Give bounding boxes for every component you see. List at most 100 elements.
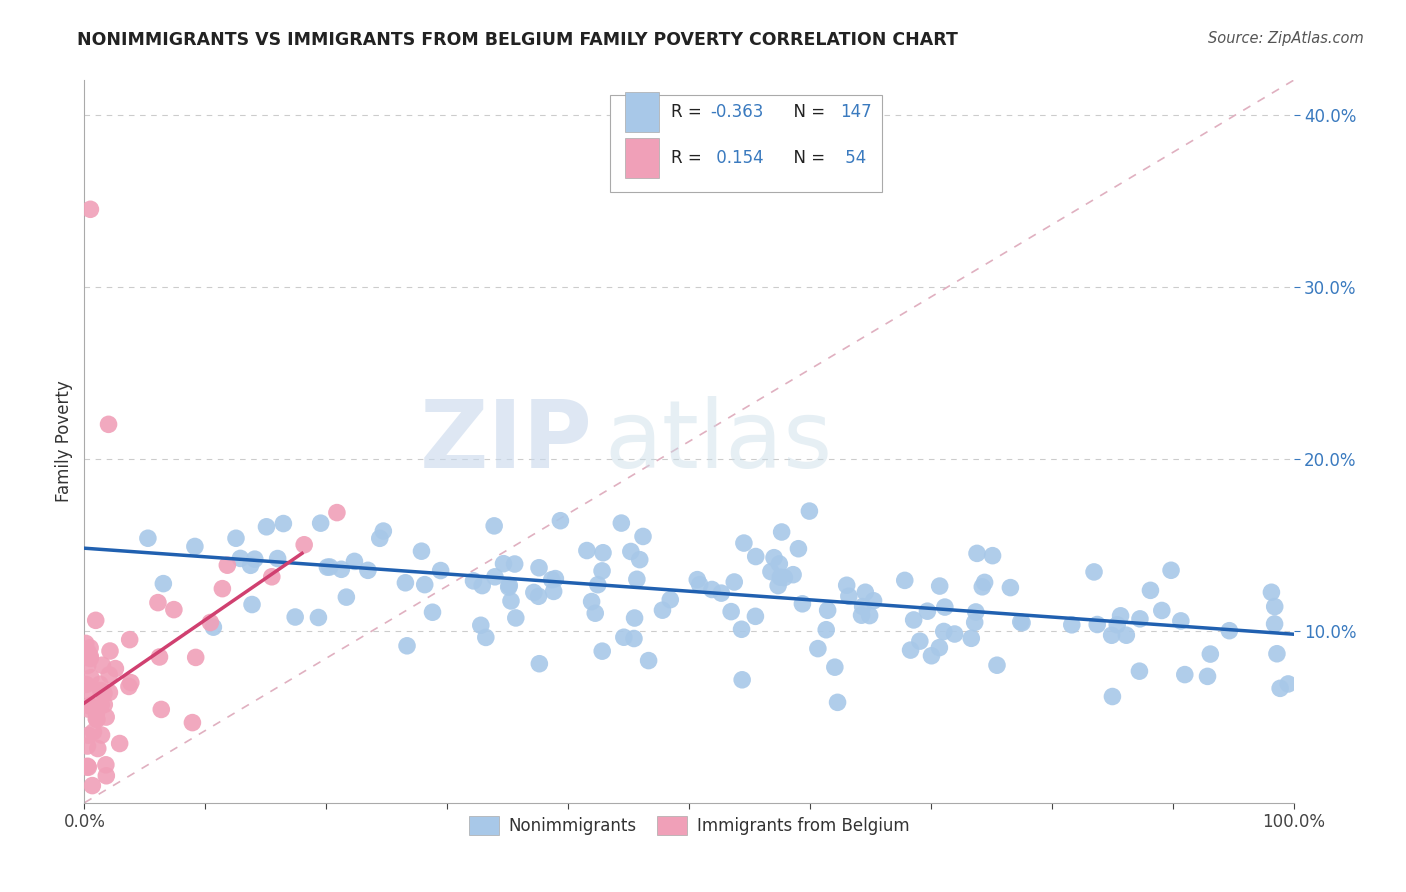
Point [256,520,278,534]
Point [79,202,101,217]
Point [463,574,485,588]
Point [689,577,711,591]
Point [586,578,609,592]
Point [591,564,613,578]
Point [98,644,121,658]
Point [723,574,745,589]
Point [148,650,170,665]
Text: 54: 54 [841,149,866,167]
Point [529,657,551,671]
Point [76,658,98,673]
Point [815,623,838,637]
Point [1264,616,1286,631]
Point [583,606,606,620]
Point [335,590,357,604]
Point [733,536,755,550]
Point [903,613,925,627]
Point [782,567,804,582]
Point [76,739,98,753]
Point [373,524,395,538]
Point [1109,608,1132,623]
Point [623,611,645,625]
Point [243,552,266,566]
Point [1150,603,1173,617]
Point [1011,615,1033,630]
Point [773,570,796,584]
Text: ZIP: ZIP [419,395,592,488]
Text: NONIMMIGRANTS VS IMMIGRANTS FROM BELGIUM FAMILY POVERTY CORRELATION CHART: NONIMMIGRANTS VS IMMIGRANTS FROM BELGIUM… [77,31,959,49]
Point [80,671,103,685]
Point [307,610,329,624]
Point [900,643,922,657]
Point [626,572,648,586]
Point [637,654,659,668]
Point [309,516,332,531]
Point [893,574,915,588]
Point [97,417,120,432]
Point [973,575,995,590]
Point [807,641,830,656]
Point [395,639,418,653]
Point [581,594,603,608]
Point [731,673,754,687]
Point [76,760,98,774]
Point [631,529,654,543]
Point [1107,617,1129,632]
Text: R =: R = [671,103,707,121]
Point [1277,677,1299,691]
FancyBboxPatch shape [624,92,659,132]
Point [932,624,955,639]
Point [90,683,112,698]
Point [163,602,186,616]
Point [827,695,849,709]
Point [84,712,107,726]
Point [499,594,522,608]
Point [1139,583,1161,598]
Point [1197,669,1219,683]
Point [792,597,814,611]
Point [540,573,562,587]
Point [928,640,950,655]
Point [211,582,233,596]
Point [981,549,1004,563]
Point [610,516,633,530]
Point [917,604,939,618]
Point [523,585,546,599]
Point [482,519,505,533]
Point [1000,581,1022,595]
Text: N =: N = [783,103,831,121]
Point [79,651,101,665]
Point [184,650,207,665]
Point [862,594,884,608]
Point [79,649,101,664]
Point [505,611,527,625]
Point [87,741,110,756]
Point [77,645,100,659]
Point [972,580,994,594]
Point [82,779,104,793]
Point [1170,614,1192,628]
Point [1101,628,1123,642]
Point [471,579,494,593]
Point [150,702,173,716]
Point [1174,667,1197,681]
Point [659,592,682,607]
Point [319,560,342,574]
Point [908,634,931,648]
Point [853,585,876,599]
FancyBboxPatch shape [610,95,883,193]
Point [86,706,108,721]
Point [730,622,752,636]
Point [620,544,643,558]
Point [343,554,366,568]
Text: R =: R = [671,149,707,167]
Point [1010,615,1032,629]
Point [357,563,380,577]
Point [77,684,100,698]
Text: N =: N = [783,149,831,167]
Point [79,698,101,713]
Point [98,668,121,682]
Point [986,658,1008,673]
Point [75,636,97,650]
Point [838,589,860,603]
